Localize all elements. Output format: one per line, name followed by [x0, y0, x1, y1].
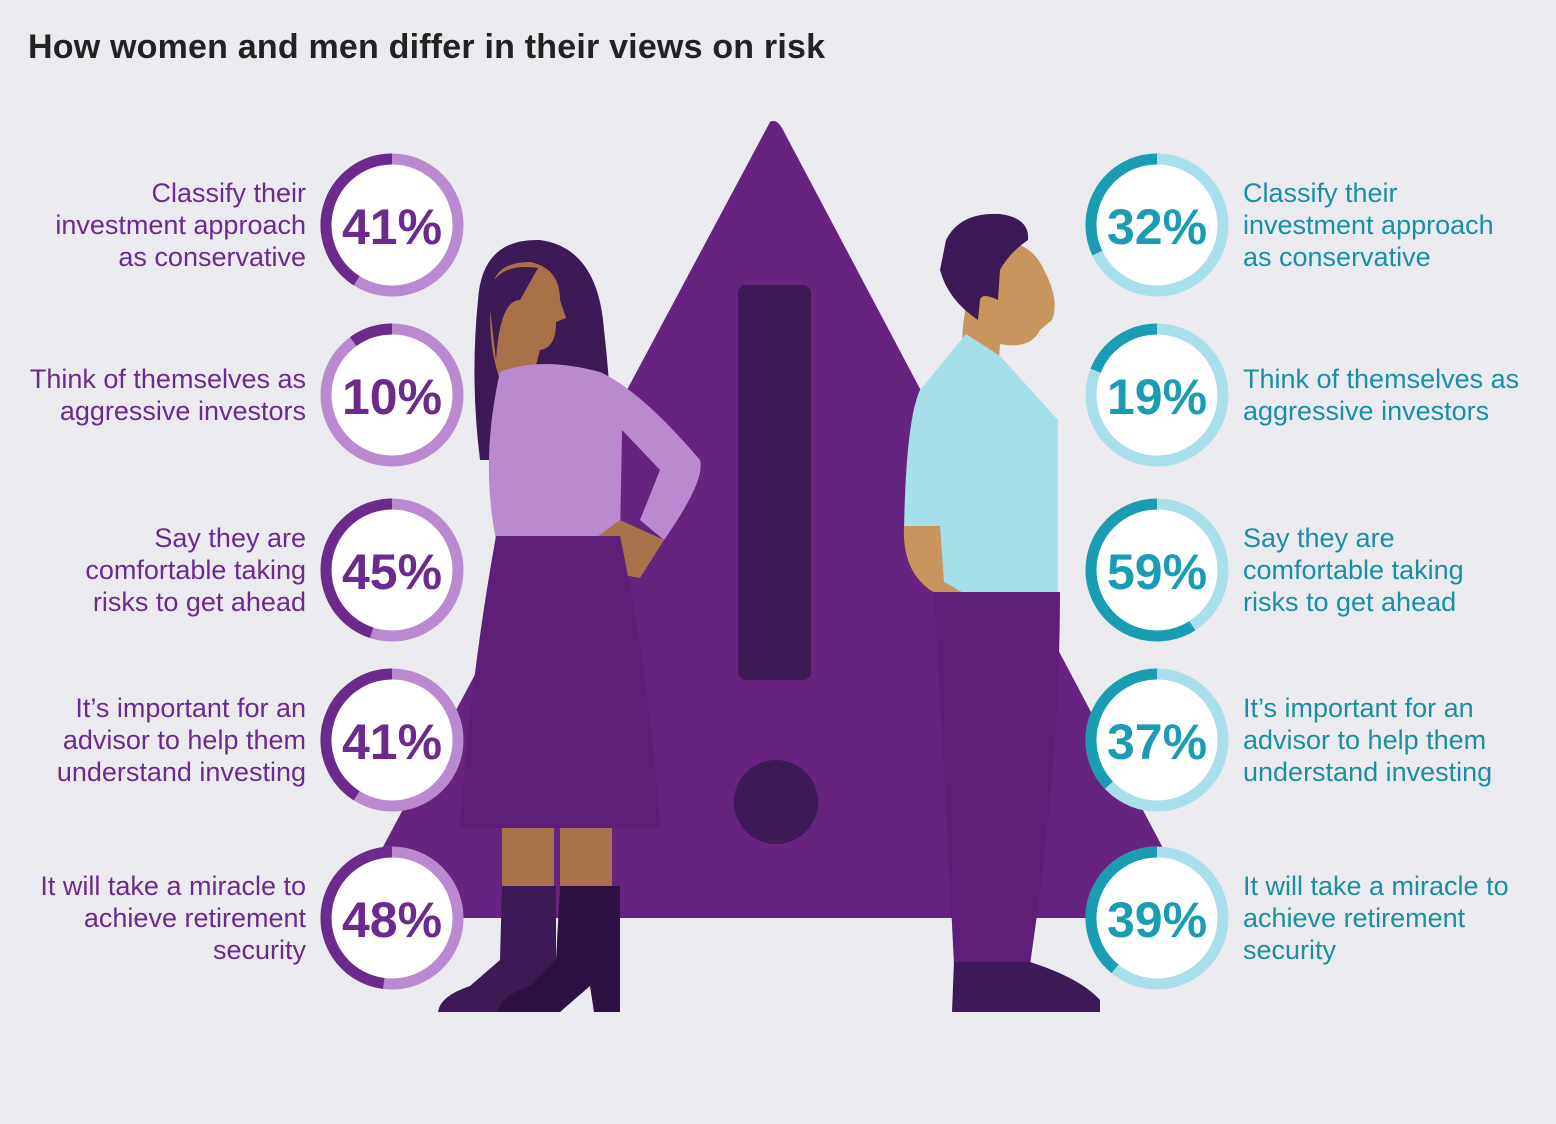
category-label: It will take a miracle to achieve retire…: [40, 871, 306, 965]
category-label: Think of themselves as aggressive invest…: [29, 364, 306, 426]
category-label: Say they are comfortable taking risks to…: [1243, 523, 1464, 617]
category-label: Say they are comfortable taking risks to…: [85, 523, 306, 617]
value-label: 19%: [1107, 369, 1207, 425]
woman-figure: [438, 239, 701, 1012]
exclamation-bar: [738, 285, 811, 680]
category-label: Think of themselves as aggressive invest…: [1243, 364, 1520, 426]
category-label: It will take a miracle to achieve retire…: [1243, 871, 1509, 965]
donut-arc: [320, 846, 393, 989]
value-label: 39%: [1107, 892, 1207, 948]
value-label: 32%: [1107, 199, 1207, 255]
donut-arc: [1090, 323, 1158, 373]
donut-arc: [1085, 498, 1196, 642]
value-label: 41%: [342, 714, 442, 770]
value-label: 37%: [1107, 714, 1207, 770]
value-label: 41%: [342, 199, 442, 255]
donut-arc: [349, 323, 393, 347]
donut-arc: [320, 668, 393, 801]
value-label: 48%: [342, 892, 442, 948]
category-label: Classify their investment approach as co…: [55, 178, 306, 272]
donut-arc: [320, 498, 393, 638]
value-label: 45%: [342, 544, 442, 600]
man-figure: [903, 213, 1100, 1012]
donut-arc: [1085, 668, 1158, 789]
category-label: Classify their investment approach as co…: [1243, 178, 1494, 272]
chart-title: How women and men differ in their views …: [28, 28, 826, 66]
donut-arc: [320, 153, 393, 286]
category-label: It’s important for an advisor to help th…: [1243, 693, 1493, 787]
category-label: It’s important for an advisor to help th…: [56, 693, 306, 787]
value-label: 59%: [1107, 544, 1207, 600]
donut-arc: [1085, 846, 1158, 974]
value-label: 10%: [342, 369, 442, 425]
donut-arc: [1085, 153, 1158, 256]
exclamation-dot: [734, 760, 818, 844]
